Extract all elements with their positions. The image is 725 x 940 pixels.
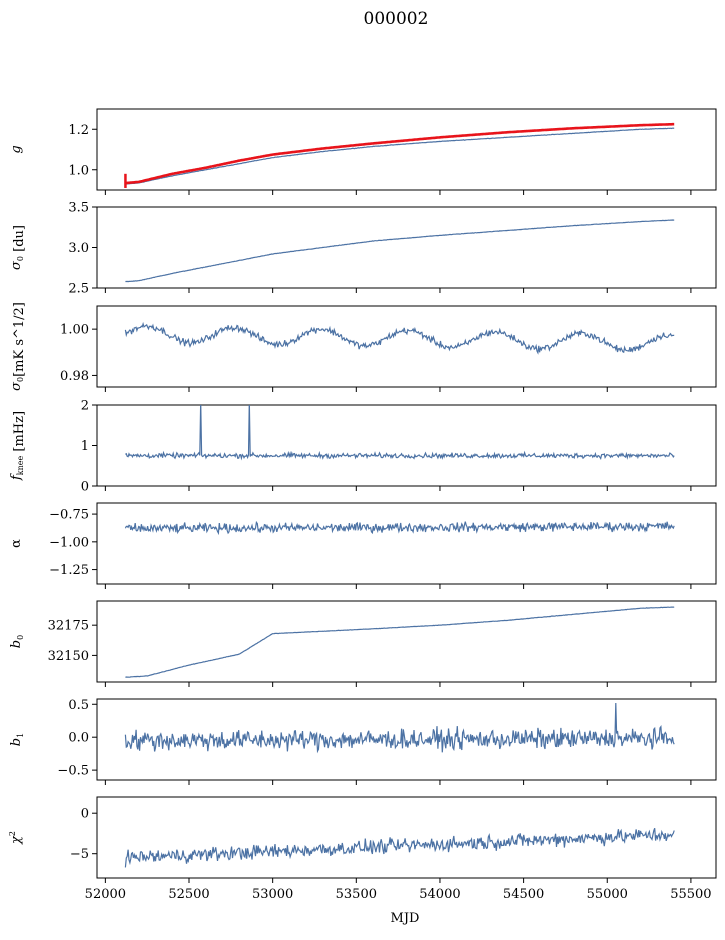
y-tick-label-alpha: −1.00 — [49, 535, 89, 550]
series-line-b0 — [125, 606, 675, 678]
chart-title: 000002 — [364, 9, 429, 29]
series-line-sigma0-du — [125, 219, 675, 283]
panel-g: 1.0 1.2 g — [9, 108, 717, 195]
x-axis-label: MJD — [391, 911, 420, 926]
panel-b0: 32150 32175 b0 — [9, 600, 717, 687]
panel-frame-sigma0-du — [96, 206, 717, 289]
panel-frame-g — [96, 108, 717, 191]
y-axis-label-sigma0-mks: σ0[mK s^1/2] — [9, 302, 27, 391]
panel-b1: −0.5 0.0 0.5 b1 — [9, 698, 717, 785]
series-line-alpha — [124, 520, 675, 536]
y-tick-label-sigma0-du: 3.0 — [68, 241, 89, 256]
y-tick-label-fknee: 0 — [81, 480, 89, 495]
y-tick-label-chi2: 0 — [81, 807, 89, 822]
y-tick-label-fknee: 1 — [81, 439, 89, 454]
panel-frame-b1 — [96, 698, 717, 781]
y-tick-label-b1: 0.5 — [68, 698, 89, 713]
x-tick-label: 53500 — [336, 887, 377, 902]
y-tick-label-b1: 0.0 — [68, 731, 89, 746]
y-tick-label-g: 1.0 — [68, 163, 89, 178]
series-line-sigma0-mks — [124, 321, 675, 355]
y-axis-label-alpha: α — [9, 539, 24, 548]
y-axis-label-g: g — [9, 145, 24, 153]
y-axis-label-fknee: fknee [mHz] — [9, 411, 27, 481]
x-tick-label: 55500 — [670, 887, 711, 902]
series-line-b1 — [124, 702, 675, 754]
panel-frame-fknee — [96, 404, 717, 487]
x-tick-label: 52500 — [168, 887, 209, 902]
overlay-line-g — [125, 122, 675, 185]
panel-alpha: −1.25 −1.00 −0.75 α — [9, 502, 717, 589]
y-tick-label-chi2: −5 — [70, 847, 89, 862]
x-tick-label: 54000 — [419, 887, 460, 902]
y-axis-label-b1: b1 — [9, 733, 25, 746]
panel-frame-b0 — [96, 600, 717, 683]
panel-frame-chi2 — [96, 796, 717, 879]
y-tick-label-b0: 32175 — [48, 619, 89, 634]
series-line-fknee — [125, 405, 675, 461]
y-tick-label-alpha: −0.75 — [49, 508, 89, 523]
y-tick-label-sigma0-mks: 0.98 — [60, 369, 89, 384]
x-tick-label: 52000 — [85, 887, 126, 902]
y-tick-label-b0: 32150 — [48, 649, 89, 664]
y-axis-label-chi2: χ2 — [8, 831, 24, 845]
panel-sigma0-du: 2.5 3.0 3.5 σ0 [du] — [9, 201, 717, 297]
y-tick-label-alpha: −1.25 — [49, 563, 89, 578]
y-axis-label-b0: b0 — [9, 635, 25, 648]
panel-frame-sigma0-mks — [96, 305, 717, 388]
series-line-g — [125, 127, 675, 185]
y-axis-label-sigma0-du: σ0 [du] — [9, 225, 27, 270]
y-tick-label-fknee: 2 — [81, 399, 89, 414]
panel-chi2: −5 0 52000 52500 53000 53500 54000 54500 55000 55… — [8, 796, 717, 902]
panel-sigma0-mks: 0.98 1.00 σ0[mK s^1/2] — [9, 302, 717, 392]
y-tick-label-b1: −0.5 — [57, 764, 89, 779]
x-tick-label: 53000 — [252, 887, 293, 902]
x-tick-label: 55000 — [587, 887, 628, 902]
y-tick-label-g: 1.2 — [68, 123, 89, 138]
x-tick-label: 54500 — [503, 887, 544, 902]
series-line-chi2 — [124, 827, 675, 868]
y-tick-label-sigma0-du: 2.5 — [68, 282, 89, 297]
y-tick-label-sigma0-du: 3.5 — [68, 201, 89, 216]
y-tick-label-sigma0-mks: 1.00 — [60, 323, 89, 338]
panels: 1.0 1.2 g 2.5 3.0 3.5 σ0 [du] 0.98 1.00 σ0[mK s^1… — [8, 108, 717, 902]
panel-frame-alpha — [96, 502, 717, 585]
panel-fknee: 0 1 2 fknee [mHz] — [9, 399, 717, 495]
